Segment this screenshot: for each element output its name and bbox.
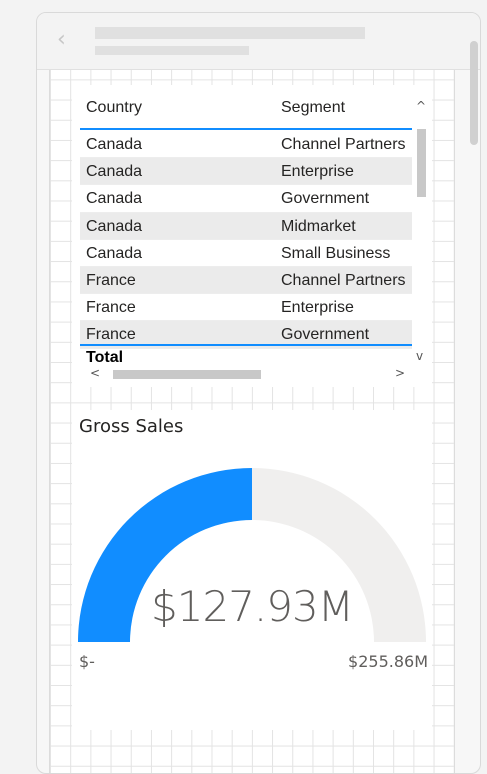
total-label: Total — [86, 349, 124, 366]
table-body: Canada Channel Partners Canada Enterpris… — [80, 131, 412, 349]
cell-country: France — [86, 326, 136, 344]
cell-segment: Channel Partners — [281, 136, 406, 153]
gauge-visual[interactable]: Gross Sales $127.93M $- $255.86M — [72, 410, 432, 730]
title-placeholder — [95, 27, 365, 39]
gauge-max-label: $255.86M — [348, 652, 428, 671]
cell-segment: Small Business — [281, 244, 391, 262]
gauge-chart — [78, 468, 426, 642]
table-horizontal-scroll-thumb[interactable] — [113, 370, 261, 379]
table-row[interactable]: Canada Small Business — [80, 240, 412, 267]
scroll-up-icon[interactable]: ^ — [416, 99, 427, 113]
cell-segment: Enterprise — [281, 163, 354, 181]
table-row[interactable]: Canada Enterprise — [80, 158, 412, 186]
cell-country: Canada — [86, 217, 143, 235]
page-scrollbar[interactable] — [470, 41, 478, 741]
table-total-row: Total — [80, 344, 412, 370]
cell-country: Canada — [86, 163, 143, 181]
table-row[interactable]: Canada Midmarket — [80, 212, 412, 240]
cell-segment: Midmarket — [281, 217, 356, 235]
scroll-left-icon[interactable]: < — [90, 366, 101, 380]
table-visual[interactable]: Country Segment Canada Channel Partners … — [72, 85, 432, 387]
cell-segment: Enterprise — [281, 299, 354, 317]
table-header: Country Segment — [80, 85, 412, 130]
header-bar: ‹ — [37, 13, 480, 70]
cell-segment: Government — [281, 190, 370, 208]
scroll-down-icon[interactable]: v — [416, 349, 424, 363]
column-header-country[interactable]: Country — [86, 99, 143, 116]
cell-segment: Channel Partners — [281, 271, 406, 289]
gauge-fill[interactable] — [78, 468, 252, 642]
table-horizontal-scrollbar[interactable]: < > — [80, 366, 410, 381]
column-header-segment[interactable]: Segment — [281, 99, 346, 116]
table-row[interactable]: Canada Government — [80, 185, 412, 213]
table-vertical-scrollbar[interactable]: ^ v — [415, 97, 427, 363]
page-scrollbar-thumb[interactable] — [470, 41, 478, 145]
cell-country: Canada — [86, 136, 143, 153]
scroll-right-icon[interactable]: > — [395, 366, 406, 380]
table-row[interactable]: France Government — [80, 321, 412, 349]
table-row[interactable]: Canada Channel Partners — [80, 131, 412, 159]
chevron-left-icon[interactable]: ‹ — [57, 27, 66, 52]
cell-segment: Government — [281, 326, 370, 344]
cell-country: France — [86, 271, 136, 289]
gauge-title: Gross Sales — [79, 416, 184, 437]
subtitle-placeholder — [95, 46, 249, 55]
table-row[interactable]: France Channel Partners — [80, 266, 412, 295]
cell-country: France — [86, 299, 136, 317]
gauge-value: $127.93M — [151, 582, 354, 631]
cell-country: Canada — [86, 190, 143, 208]
table-row[interactable]: France Enterprise — [80, 294, 412, 322]
cell-country: Canada — [86, 244, 143, 262]
gauge-min-label: $- — [79, 652, 95, 671]
table-vertical-scroll-thumb[interactable] — [417, 129, 426, 197]
